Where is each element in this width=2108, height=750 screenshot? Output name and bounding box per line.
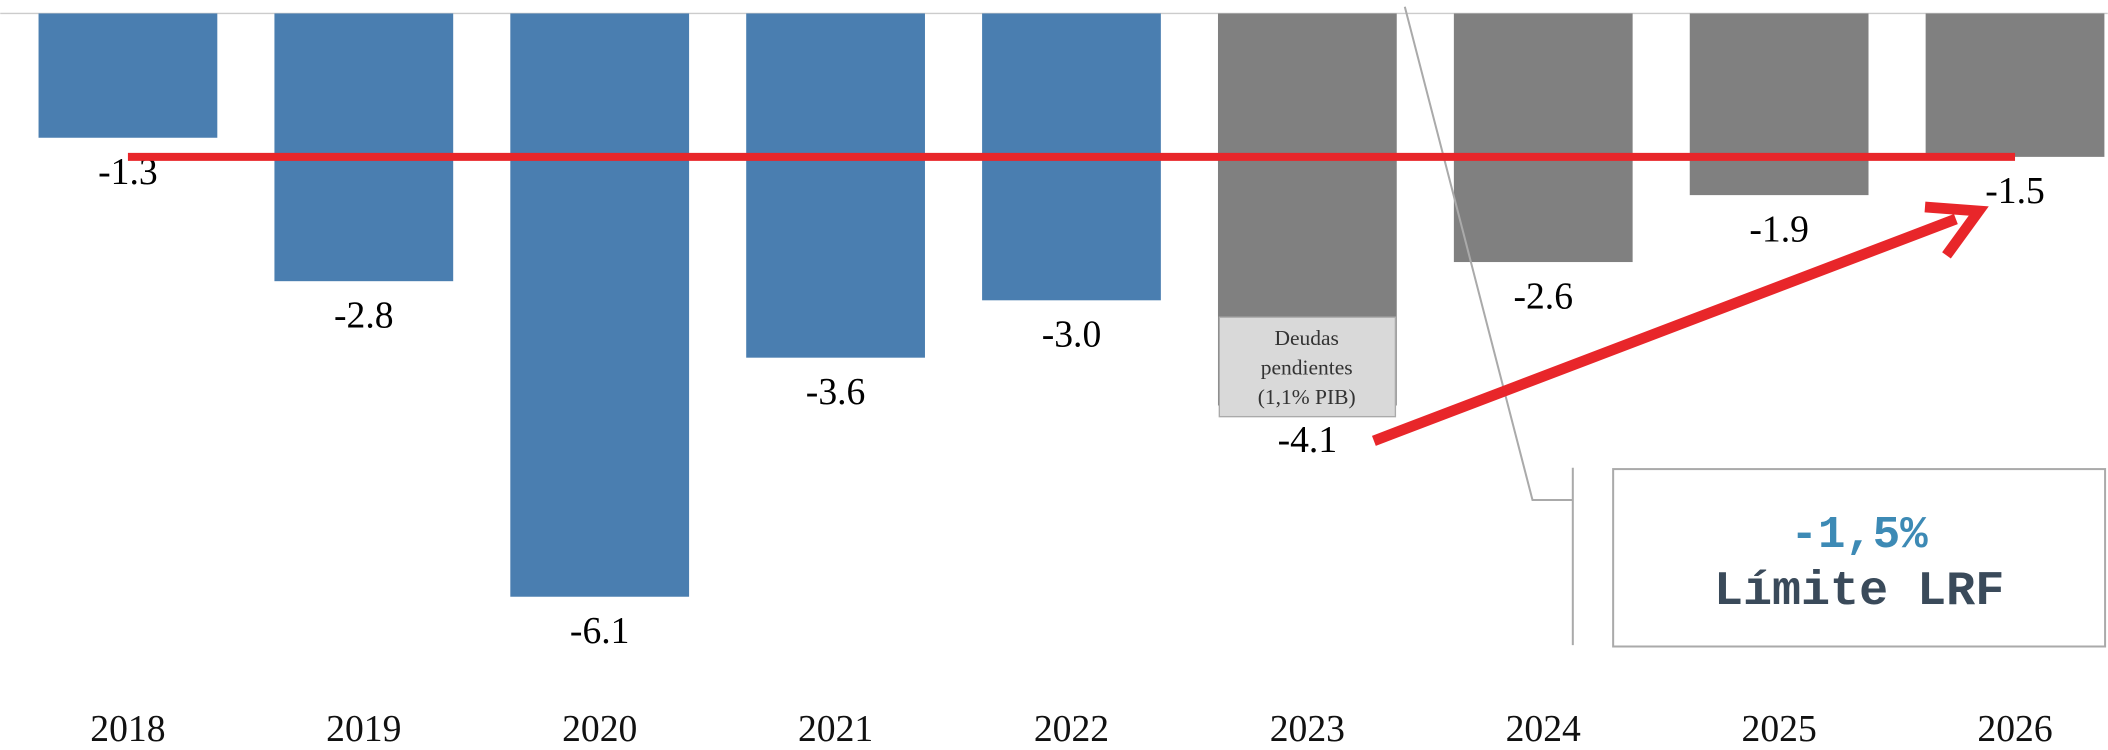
arrow-head <box>1924 201 1989 259</box>
bar <box>746 13 925 358</box>
x-tick-label: 2021 <box>798 708 873 750</box>
x-tick-label: 2019 <box>326 708 401 750</box>
bar <box>274 13 454 282</box>
x-tick-label: 2018 <box>90 708 165 750</box>
bar <box>1453 13 1633 263</box>
data-label: -2.8 <box>334 294 394 336</box>
x-tick-label: 2025 <box>1742 708 1817 750</box>
bar <box>1689 13 1869 196</box>
bar <box>510 13 690 597</box>
data-label: -2.6 <box>1513 275 1573 317</box>
trend-arrow <box>1371 214 1958 446</box>
note-box <box>1218 316 1397 418</box>
limit-label: Límite LRF <box>1714 564 2004 619</box>
x-tick-label: 2024 <box>1506 708 1581 750</box>
divider <box>1403 6 1573 502</box>
bar <box>38 13 218 138</box>
x-tick-label: 2020 <box>562 708 637 750</box>
note-text: Deudas <box>1274 326 1338 350</box>
data-label: -3.6 <box>806 371 866 413</box>
data-label: -1.5 <box>1985 170 2045 212</box>
bar <box>1925 13 2105 157</box>
data-label: -4.1 <box>1278 419 1338 461</box>
note-text: pendientes <box>1261 356 1353 380</box>
x-tick-label: 2023 <box>1270 708 1345 750</box>
limit-value: -1,5% <box>1791 509 1929 561</box>
x-tick-label: 2026 <box>1977 708 2052 750</box>
data-label: -3.0 <box>1042 314 1102 356</box>
data-label: -6.1 <box>570 610 630 652</box>
x-tick-label: 2022 <box>1034 708 1109 750</box>
data-label: -1.9 <box>1749 208 1809 250</box>
limit-box <box>1612 468 2107 648</box>
note-text: (1,1% PIB) <box>1258 385 1356 409</box>
